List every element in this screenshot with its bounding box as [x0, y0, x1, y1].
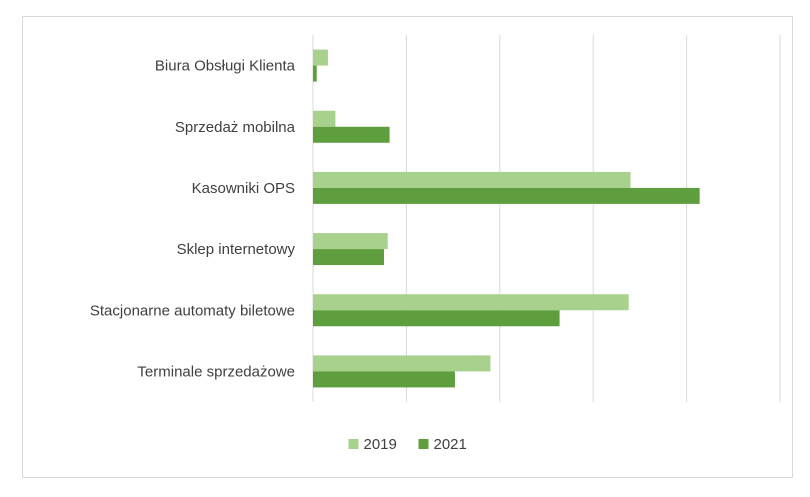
bar-2019-2	[313, 110, 336, 127]
legend-label-2019: 2019	[364, 436, 397, 453]
legend: 2019 2021	[348, 436, 467, 453]
chart-frame: Biura Obsługi Klienta Sprzedaż mobilna Kas…	[22, 16, 793, 478]
legend-label-2021: 2021	[434, 436, 467, 453]
bar-2019-4	[313, 233, 388, 250]
bar-2019-5	[313, 294, 629, 311]
category-label: Sklep internetowy	[177, 241, 296, 258]
bar-2021-2	[313, 126, 390, 143]
legend-swatch-2021	[418, 439, 429, 449]
gridlines	[312, 35, 781, 402]
bar-2021-4	[313, 249, 384, 266]
bar-2019-3	[313, 171, 631, 188]
bar-2019-6	[313, 355, 491, 372]
bars	[313, 49, 700, 388]
bar-2021-6	[313, 371, 455, 388]
category-label: Sprzedaż mobilna	[175, 119, 296, 136]
category-label: Terminale sprzedażowe	[137, 363, 295, 380]
category-labels: Biura Obsługi Klienta Sprzedaż mobilna Kas…	[90, 58, 296, 381]
bar-2021-3	[313, 187, 700, 204]
category-label: Stacjonarne automaty biletowe	[90, 302, 295, 319]
bar-2021-1	[313, 65, 317, 82]
bar-2021-5	[313, 310, 560, 327]
category-label: Kasowniki OPS	[192, 180, 295, 197]
category-label: Biura Obsługi Klienta	[155, 58, 296, 75]
bar-2019-1	[313, 49, 328, 66]
bar-chart: Biura Obsługi Klienta Sprzedaż mobilna Kas…	[90, 35, 781, 453]
legend-swatch-2019	[348, 439, 359, 449]
